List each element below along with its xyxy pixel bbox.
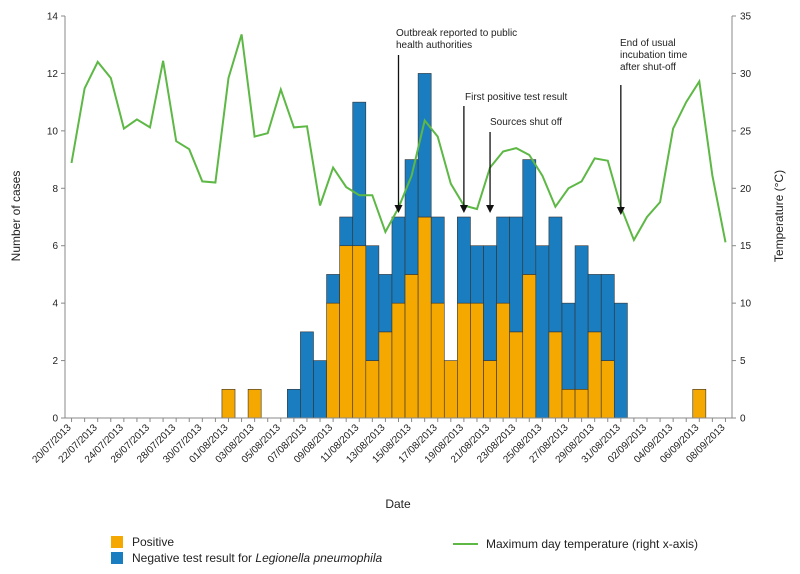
- annotation-text: End of usual incubation time after shut-of…: [620, 38, 688, 73]
- bar-negative: [509, 216, 524, 333]
- y-tick-label: 4: [52, 299, 58, 310]
- legend-swatch-negative: [111, 552, 123, 564]
- x-axis-title: Date: [385, 497, 411, 511]
- bar-positive: [470, 302, 484, 419]
- bar-positive: [378, 331, 393, 419]
- bar-positive: [365, 360, 380, 419]
- bar-positive: [522, 274, 537, 419]
- bar-negative: [365, 245, 380, 361]
- y-tick-label: 14: [47, 12, 59, 23]
- bar-negative: [587, 274, 602, 333]
- y2-tick-label: 35: [740, 12, 752, 23]
- bar-positive: [404, 274, 419, 419]
- y-tick-label: 10: [47, 126, 59, 137]
- bar-negative: [548, 216, 563, 333]
- annotations: Outbreak reported to public health author…: [394, 28, 688, 215]
- bar-negative: [522, 159, 537, 275]
- bar-negative: [339, 216, 354, 247]
- bar-positive: [574, 388, 589, 419]
- y2-tick-label: 0: [740, 414, 746, 425]
- annotation-arrow-head: [394, 205, 403, 213]
- annotation-arrow-head: [616, 207, 625, 215]
- bar-positive: [600, 360, 615, 419]
- y2-tick-label: 20: [740, 184, 752, 195]
- legend-swatch-positive: [111, 536, 123, 548]
- legend-label-temperature: Maximum day temperature (right x-axis): [486, 537, 698, 551]
- y-tick-label: 2: [52, 356, 58, 367]
- bar-negative: [600, 274, 615, 361]
- y2-axis-title: Temperature (°C): [772, 170, 786, 262]
- bar-positive: [509, 331, 524, 419]
- bar-positive: [587, 331, 602, 419]
- bar-positive: [417, 216, 432, 419]
- bar-negative: [561, 302, 576, 390]
- bar-negative: [391, 216, 406, 304]
- legend-label-negative: Negative test result for Legionella pneu…: [132, 551, 382, 565]
- bar-positive: [247, 388, 262, 419]
- y2-tick-label: 15: [740, 241, 752, 252]
- bar-negative: [352, 101, 367, 247]
- bar-positive: [561, 388, 576, 419]
- bar-negative: [417, 73, 432, 218]
- bar-positive: [483, 360, 497, 419]
- y2-tick-label: 10: [740, 299, 752, 310]
- bar-positive: [391, 302, 406, 419]
- bar-negative: [300, 331, 314, 419]
- bar-negative: [378, 274, 393, 333]
- bar-positive: [443, 360, 458, 419]
- bar-negative: [326, 274, 340, 304]
- bar-positive: [692, 388, 707, 419]
- bar-positive: [339, 245, 354, 419]
- legend: Positive Negative test result for Legion…: [111, 535, 698, 565]
- bar-negative: [613, 302, 628, 419]
- legend-label-negative-organism: Legionella pneumophila: [255, 551, 382, 565]
- bar-positive: [457, 302, 471, 419]
- y2-tick-label: 5: [740, 356, 746, 367]
- y-axis-title: Number of cases: [9, 171, 23, 262]
- bar-negative: [496, 216, 510, 304]
- y-tick-label: 12: [47, 69, 59, 80]
- annotation-text: Outbreak reported to public health author…: [396, 28, 517, 51]
- y-tick-label: 8: [52, 184, 58, 195]
- bar-positive: [221, 388, 236, 419]
- y2-tick-label: 30: [740, 69, 752, 80]
- bar-negative: [430, 216, 445, 304]
- bar-negative: [483, 245, 497, 361]
- bar-negative: [457, 216, 471, 304]
- bar-positive: [430, 302, 445, 419]
- annotation-arrow-head: [459, 205, 468, 213]
- annotation-arrow-head: [486, 205, 495, 213]
- annotation-text: Sources shut off: [490, 117, 562, 128]
- bar-negative: [470, 245, 484, 304]
- bar-positive: [352, 245, 367, 419]
- bar-negative: [313, 360, 327, 419]
- y-tick-label: 0: [52, 414, 58, 425]
- y-tick-label: 6: [52, 241, 58, 252]
- bar-positive: [548, 331, 563, 419]
- legend-label-positive: Positive: [132, 535, 174, 549]
- annotation-text: First positive test result: [465, 92, 567, 103]
- bar-negative: [535, 245, 550, 419]
- bar-negative: [287, 388, 301, 419]
- y2-tick-label: 25: [740, 126, 752, 137]
- bar-positive: [496, 302, 510, 419]
- bar-negative: [574, 245, 589, 390]
- legend-label-negative-prefix: Negative test result for: [132, 551, 255, 565]
- bar-positive: [326, 302, 340, 419]
